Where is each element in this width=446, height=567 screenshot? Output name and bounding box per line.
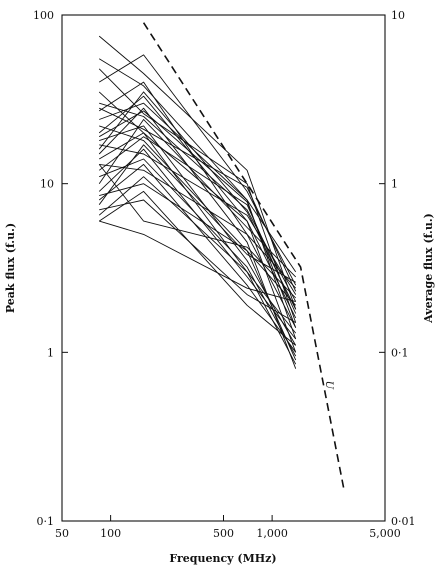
envelope-dashed-line (142, 22, 346, 492)
tick-labels: 50 100 500 1,000 5,000 0·1 1 10 100 0·01 0·1 1 10 (33, 9, 416, 540)
x-tick-label-3: 1,000 (256, 527, 288, 540)
x-axis-label: Frequency (MHz) (169, 552, 276, 565)
series-line-11 (99, 144, 297, 295)
x-tick-label-0: 50 (55, 527, 69, 540)
series-line-26 (99, 107, 297, 292)
y-tick-label-2: 10 (40, 178, 54, 191)
x-tick-label-2: 500 (213, 527, 234, 540)
y2-tick-label-2: 1 (391, 178, 398, 191)
y-tick-label-0: 0·1 (37, 515, 55, 528)
series-line-28 (98, 110, 297, 328)
series-line-21 (98, 144, 296, 283)
series-line-9 (98, 95, 297, 319)
y-axis-label: Peak flux (f.u.) (4, 223, 17, 313)
series-line-16 (99, 158, 297, 357)
series-line-22 (99, 199, 296, 323)
series-line-29 (98, 164, 297, 299)
series-line-19 (99, 183, 297, 306)
series-line-12 (98, 107, 297, 369)
x-tick-label-4: 5,000 (369, 527, 401, 540)
series-line-4 (98, 91, 297, 353)
y2-tick-label-0: 0·01 (391, 515, 416, 528)
y-tick-label-1: 1 (47, 346, 54, 359)
y-tick-label-3: 100 (33, 9, 54, 22)
y2-tick-label-1: 0·1 (391, 346, 409, 359)
plot-frame (61, 14, 386, 522)
series-line-25 (98, 190, 296, 346)
x-tick-label-1: 100 (100, 527, 121, 540)
tick-marks (61, 14, 386, 522)
series-lines (98, 35, 297, 369)
series-line-17 (98, 119, 297, 278)
series-line-18 (98, 148, 297, 340)
envelope-line (142, 22, 346, 492)
y2-axis-label: Average flux (f.u.) (422, 213, 435, 324)
y2-tick-label-3: 10 (391, 9, 405, 22)
series-line-15 (98, 136, 297, 314)
envelope-annotation: U (323, 381, 334, 390)
series-line-27 (98, 91, 297, 310)
series-line-1 (98, 58, 297, 340)
series-line-23 (98, 176, 297, 365)
series-line-2 (98, 68, 297, 323)
series-line-24 (99, 220, 296, 303)
